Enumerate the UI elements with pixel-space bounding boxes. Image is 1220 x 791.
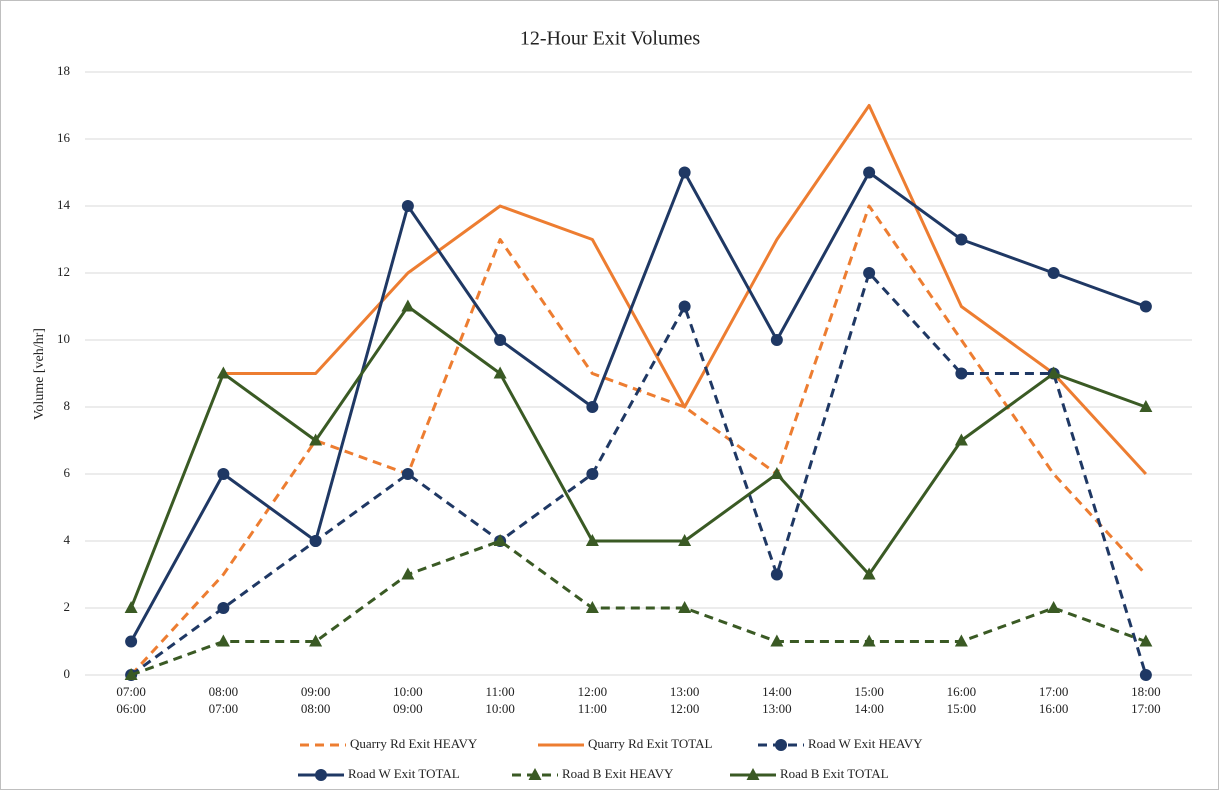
legend-label: Road W Exit HEAVY xyxy=(808,736,923,751)
marker xyxy=(401,299,415,312)
series-line xyxy=(129,305,1147,609)
series-line xyxy=(130,271,1148,677)
marker xyxy=(125,635,138,648)
x-tick-label: 14:00 xyxy=(854,701,884,716)
y-tick-label: 18 xyxy=(57,63,70,78)
marker xyxy=(862,567,876,580)
legend-label: Quarry Rd Exit TOTAL xyxy=(588,736,713,751)
marker xyxy=(770,634,784,647)
y-tick-label: 2 xyxy=(64,599,71,614)
legend-label: Quarry Rd Exit HEAVY xyxy=(350,736,478,751)
series-line xyxy=(223,104,1147,476)
marker xyxy=(863,267,876,279)
marker xyxy=(309,433,323,446)
marker xyxy=(216,634,230,647)
marker xyxy=(401,468,414,480)
x-tick-label: 16:00 xyxy=(1039,701,1069,716)
x-tick-label: 09:00 xyxy=(393,701,423,716)
x-tick-label: 11:00 xyxy=(578,701,607,716)
x-tick-label: 08:00 xyxy=(209,684,239,699)
marker xyxy=(862,634,876,647)
y-tick-label: 12 xyxy=(57,264,70,279)
x-tick-label: 18:00 xyxy=(1131,684,1161,699)
y-tick-label: 6 xyxy=(64,465,71,480)
x-tick-label: 13:00 xyxy=(762,701,792,716)
x-tick-label: 12:00 xyxy=(578,684,608,699)
legend-label: Road B Exit TOTAL xyxy=(780,766,889,781)
marker xyxy=(1139,400,1153,412)
marker xyxy=(401,200,414,212)
marker xyxy=(770,334,783,346)
marker xyxy=(124,601,138,613)
marker xyxy=(493,366,507,379)
x-tick-label: 17:00 xyxy=(1131,701,1161,716)
y-axis-label: Volume [veh/hr] xyxy=(32,328,47,420)
chart-title: 12-Hour Exit Volumes xyxy=(520,28,701,50)
marker xyxy=(528,768,542,780)
x-tick-label: 15:00 xyxy=(854,684,884,699)
marker xyxy=(775,739,787,751)
marker xyxy=(585,601,599,613)
x-tick-label: 08:00 xyxy=(301,701,331,716)
y-tick-label: 14 xyxy=(57,197,71,212)
marker xyxy=(315,769,327,781)
marker xyxy=(678,166,691,179)
marker xyxy=(586,468,599,480)
marker xyxy=(1139,300,1152,313)
marker xyxy=(746,768,760,780)
y-tick-label: 4 xyxy=(64,532,71,547)
marker xyxy=(217,468,230,480)
marker xyxy=(585,534,599,546)
marker xyxy=(124,668,138,680)
marker xyxy=(309,535,322,547)
marker xyxy=(770,467,784,479)
marker xyxy=(954,433,968,446)
marker xyxy=(309,634,323,647)
series-line xyxy=(130,539,1147,677)
x-tick-label: 07:00 xyxy=(116,684,146,699)
legend-label: Road W Exit TOTAL xyxy=(348,766,460,781)
marker xyxy=(863,166,876,179)
marker xyxy=(401,567,415,580)
y-tick-label: 8 xyxy=(64,398,71,413)
marker xyxy=(217,602,230,614)
marker xyxy=(1139,634,1153,647)
x-tick-label: 17:00 xyxy=(1039,684,1069,699)
marker xyxy=(1139,669,1152,681)
x-tick-label: 15:00 xyxy=(947,701,977,716)
x-tick-label: 11:00 xyxy=(486,684,515,699)
legend-label: Road B Exit HEAVY xyxy=(562,766,674,781)
x-tick-label: 16:00 xyxy=(947,684,977,699)
marker xyxy=(494,334,507,346)
marker xyxy=(954,634,968,647)
x-tick-label: 14:00 xyxy=(762,684,792,699)
y-tick-label: 0 xyxy=(64,666,71,681)
marker xyxy=(678,300,691,313)
x-tick-label: 10:00 xyxy=(393,684,423,699)
marker xyxy=(216,366,230,379)
marker xyxy=(493,534,507,546)
y-tick-label: 16 xyxy=(57,130,71,145)
series-line xyxy=(129,171,1147,643)
x-tick-label: 09:00 xyxy=(301,684,331,699)
marker xyxy=(1047,267,1060,279)
marker xyxy=(770,568,783,581)
x-tick-label: 06:00 xyxy=(116,701,146,716)
x-tick-label: 10:00 xyxy=(485,701,515,716)
marker xyxy=(1047,366,1061,379)
y-tick-label: 10 xyxy=(57,331,70,346)
x-tick-label: 07:00 xyxy=(209,701,239,716)
marker xyxy=(1047,601,1061,613)
marker xyxy=(678,534,692,546)
x-tick-label: 12:00 xyxy=(670,701,700,716)
marker xyxy=(955,367,968,380)
marker xyxy=(586,401,599,413)
marker xyxy=(955,233,968,246)
marker xyxy=(678,601,692,613)
x-tick-label: 13:00 xyxy=(670,684,700,699)
